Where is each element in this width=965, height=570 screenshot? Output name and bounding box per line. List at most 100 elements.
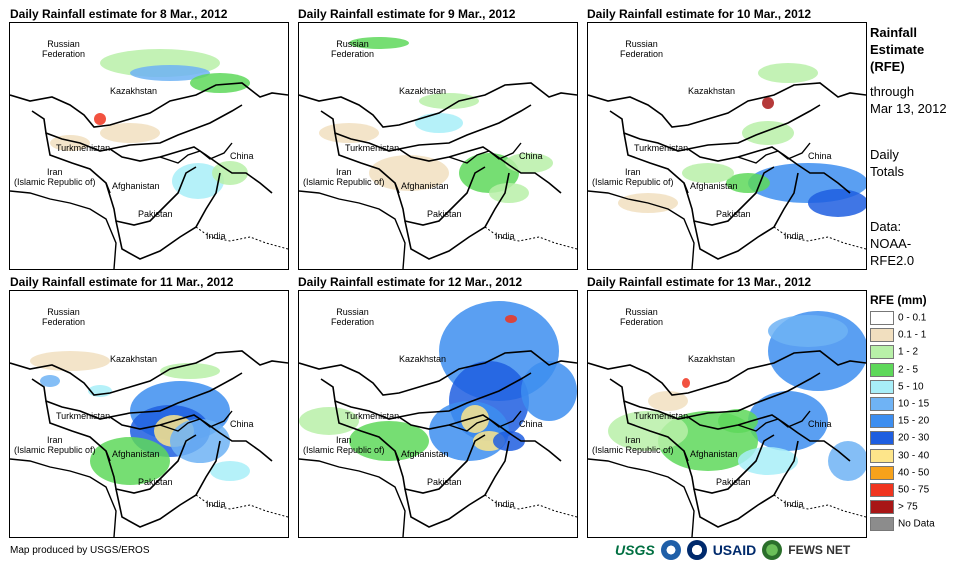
legend-swatch [870,328,894,343]
panel-title-3: Daily Rainfall estimate for 10 Mar., 201… [587,7,812,21]
side-title-3: (RFE) [870,59,905,74]
map-label-russia: Russian Federation [42,39,86,59]
legend-label: 0.1 - 1 [898,329,927,341]
map-label-pakistan: Pakistan [716,477,751,487]
map-label-india: India [206,499,226,509]
panel-title-2: Daily Rainfall estimate for 9 Mar., 2012 [298,7,516,21]
rainfall-map-3: Russian Federation Kazakhstan Turkmenistan… [587,22,867,270]
map-label-iran: Iran (Islamic Republic of) [303,435,385,455]
map-label-pakistan: Pakistan [138,477,173,487]
legend-item: 50 - 75 [870,483,929,497]
map-label-china: China [808,419,832,429]
map-label-kazakhstan: Kazakhstan [399,354,447,364]
legend-label: 20 - 30 [898,433,930,445]
fews-globe-icon [762,540,783,560]
legend-swatch [870,465,894,480]
legend-item: 10 - 15 [870,397,929,411]
map-label-afghanistan: Afghanistan [401,181,449,191]
map-canvas [588,23,866,269]
map-label-russia: Russian Federation [331,39,375,59]
map-label-china: China [808,151,832,161]
map-label-kazakhstan: Kazakhstan [688,354,736,364]
map-label-iran: Iran (Islamic Republic of) [14,167,96,187]
legend-label: 10 - 15 [898,398,930,410]
legend-item: > 75 [870,500,918,515]
credit-text: Map produced by USGS/EROS [10,545,150,556]
map-label-china: China [230,151,254,161]
partner-logos: USGS USAID FEWS NET [615,538,850,562]
map-label-india: India [784,499,804,509]
map-label-pakistan: Pakistan [716,209,751,219]
legend-swatch [870,500,894,515]
side-through: through [870,84,915,99]
legend-swatch [870,379,894,394]
legend-title: RFE (mm) [870,293,927,307]
legend-item: 0.1 - 1 [870,328,927,343]
usaid-seal-icon [686,540,707,560]
map-label-india: India [784,231,804,241]
side-data-2: NOAA- [870,236,912,251]
map-label-pakistan: Pakistan [427,477,462,487]
map-label-kazakhstan: Kazakhstan [110,354,158,364]
map-label-china: China [230,419,254,429]
legend-swatch [870,362,894,377]
map-label-turkmenistan: Turkmenistan [56,411,111,421]
map-label-kazakhstan: Kazakhstan [399,86,447,96]
map-label-iran: Iran (Islamic Republic of) [14,435,96,455]
map-label-russia: Russian Federation [42,307,86,327]
map-label-turkmenistan: Turkmenistan [56,143,111,153]
map-label-iran: Iran (Islamic Republic of) [303,167,385,187]
panel-title-5: Daily Rainfall estimate for 12 Mar., 201… [298,275,523,289]
side-totals-2: Totals [870,164,904,179]
map-label-pakistan: Pakistan [138,209,173,219]
legend-item: 20 - 30 [870,431,930,446]
side-title-1: Rainfall [870,25,917,40]
legend-label: 50 - 75 [898,484,930,496]
legend-swatch [870,483,894,497]
map-canvas [10,23,288,269]
map-label-afghanistan: Afghanistan [112,449,160,459]
side-date: Mar 13, 2012 [870,101,947,116]
map-label-india: India [206,231,226,241]
map-label-russia: Russian Federation [620,307,664,327]
legend-label: 0 - 0.1 [898,312,927,324]
panel-title-4: Daily Rainfall estimate for 11 Mar., 201… [10,275,234,289]
map-label-turkmenistan: Turkmenistan [345,143,400,153]
legend-swatch [870,311,894,325]
map-label-india: India [495,499,515,509]
panel-title-1: Daily Rainfall estimate for 8 Mar., 2012 [10,7,228,21]
side-totals-1: Daily [870,147,899,162]
legend-item: 5 - 10 [870,379,924,394]
map-canvas [588,291,866,537]
legend-label: No Data [898,519,935,531]
legend-label: 5 - 10 [898,381,924,393]
legend-item: 30 - 40 [870,448,929,463]
map-label-kazakhstan: Kazakhstan [688,86,736,96]
legend-item: 40 - 50 [870,465,930,480]
legend-item: 0 - 0.1 [870,311,926,325]
rainfall-map-6: Russian Federation Kazakhstan Turkmenistan… [587,290,867,538]
map-label-russia: Russian Federation [331,307,375,327]
legend-swatch [870,345,894,360]
usaid-logo: USAID [712,542,757,558]
side-data-1: Data: [870,219,902,234]
legend-label: 40 - 50 [898,467,930,479]
rainfall-map-4: Russian Federation Kazakhstan Turkmenistan… [9,290,289,538]
rainfall-map-2: Russian Federation Kazakhstan Turkmenistan… [298,22,578,270]
legend-swatch [870,448,894,463]
legend-label: 1 - 2 [898,347,919,359]
map-label-turkmenistan: Turkmenistan [634,411,689,421]
map-label-iran: Iran (Islamic Republic of) [592,167,674,187]
map-label-turkmenistan: Turkmenistan [634,143,689,153]
legend-swatch [870,414,894,429]
map-canvas [10,291,288,537]
usgs-logo: USGS [615,542,655,558]
map-label-iran: Iran (Islamic Republic of) [592,435,674,455]
legend-item: 1 - 2 [870,345,919,360]
panel-title-6: Daily Rainfall estimate for 13 Mar., 201… [587,275,812,289]
map-label-china: China [519,151,543,161]
map-label-pakistan: Pakistan [427,209,462,219]
map-canvas [299,23,577,269]
map-label-afghanistan: Afghanistan [690,449,738,459]
side-data-3: RFE2.0 [870,253,915,268]
